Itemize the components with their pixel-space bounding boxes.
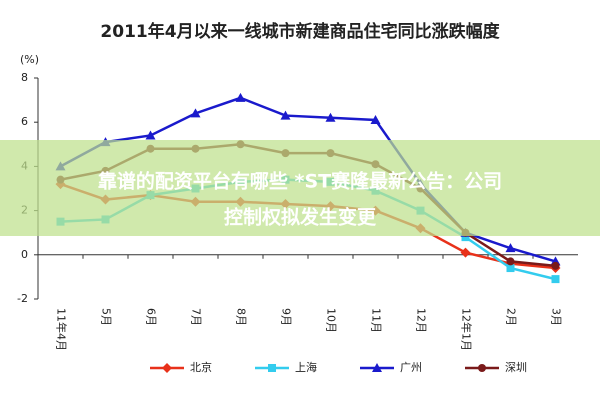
legend-label: 北京 (190, 360, 212, 374)
point (370, 114, 381, 124)
x-tick-label: 9月 (280, 308, 293, 326)
point (506, 257, 515, 266)
point (460, 247, 471, 258)
overlay-text: 控制权拟发生变更 (224, 206, 377, 229)
x-tick-label: 12月 (415, 308, 428, 333)
x-tick-label: 5月 (100, 308, 113, 326)
x-tick-label: 6月 (145, 308, 158, 326)
chart-title: 2011年4月以来一线城市新建商品住宅同比涨跌幅度 (100, 21, 500, 42)
x-tick-label: 11月 (370, 308, 383, 333)
point (551, 261, 560, 270)
point (505, 243, 516, 253)
legend-label: 广州 (400, 361, 422, 374)
legend-marker (372, 363, 382, 372)
legend-marker (162, 363, 172, 373)
overlay-text: 靠谱的配资平台有哪些 *ST赛隆最新公告：公司 (98, 170, 502, 193)
point (551, 275, 560, 284)
overlay-band (0, 140, 600, 236)
x-tick-label: 10月 (325, 308, 338, 333)
point (325, 112, 336, 122)
x-tick-label: 2月 (505, 308, 518, 326)
y-tick-label: 6 (21, 115, 28, 128)
x-tick-label: 7月 (190, 308, 203, 326)
legend-label: 深圳 (505, 361, 527, 374)
x-tick-label: 8月 (235, 308, 248, 326)
point (145, 130, 156, 140)
legend-label: 上海 (295, 360, 317, 374)
y-axis-label: (%) (20, 53, 39, 66)
x-tick-label: 12年1月 (460, 308, 474, 351)
overlay: 靠谱的配资平台有哪些 *ST赛隆最新公告：公司 控制权拟发生变更 (0, 140, 600, 236)
x-tick-label: 11年4月 (55, 308, 69, 351)
x-tick-label: 3月 (550, 308, 563, 326)
legend-marker (268, 364, 276, 372)
point (461, 233, 470, 242)
legend-marker (478, 364, 486, 372)
point (506, 264, 515, 273)
y-tick-label: -2 (17, 292, 28, 305)
point (280, 110, 291, 120)
y-tick-label: 8 (21, 71, 28, 84)
point (235, 92, 246, 102)
y-tick-label: 0 (21, 248, 28, 261)
point (190, 108, 201, 118)
